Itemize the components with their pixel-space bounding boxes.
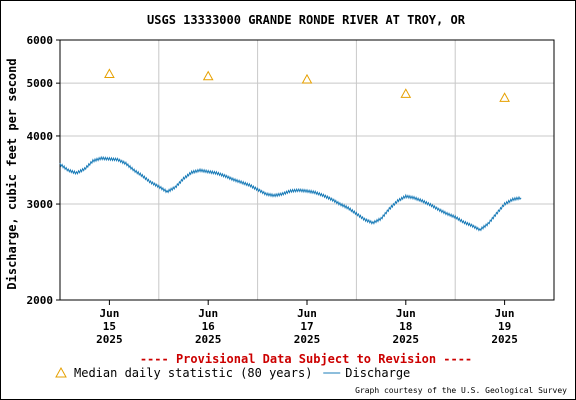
median-point: [499, 92, 510, 102]
x-tick-label: 19: [498, 320, 511, 333]
series-layer: [59, 68, 522, 232]
discharge-line: [59, 155, 522, 232]
x-tick-label: 2025: [96, 333, 123, 346]
x-tick-label: 2025: [491, 333, 518, 346]
x-tick-label: Jun: [99, 307, 119, 320]
x-tick-label: Jun: [198, 307, 218, 320]
y-axis-label: Discharge, cubic feet per second: [5, 58, 19, 289]
y-tick-label: 4000: [27, 130, 54, 143]
median-point: [202, 70, 214, 81]
median-point: [301, 73, 313, 84]
legend: Median daily statistic (80 years) Dischar…: [55, 366, 410, 380]
legend-label: Median daily statistic (80 years): [74, 366, 312, 380]
x-tick-label: 2025: [294, 333, 321, 346]
credit-text: Graph courtesy of the U.S. Geological Su…: [355, 386, 567, 395]
x-tick-label: Jun: [297, 307, 317, 320]
x-tick-label: 17: [300, 320, 313, 333]
provisional-notice: ---- Provisional Data Subject to Revisio…: [140, 352, 472, 366]
x-tick-label: 15: [103, 320, 116, 333]
x-tick-label: 2025: [393, 333, 420, 346]
y-tick-label: 5000: [27, 77, 54, 90]
x-tick-label: 16: [202, 320, 216, 333]
legend-median-marker: [55, 366, 67, 378]
x-tick-label: 18: [399, 320, 412, 333]
median-point: [104, 68, 115, 78]
x-tick-label: Jun: [495, 307, 515, 320]
chart-title: USGS 13333000 GRANDE RONDE RIVER AT TROY…: [147, 13, 466, 27]
median-point: [400, 88, 412, 98]
y-tick-label: 3000: [27, 198, 54, 211]
y-axis-ticks: 2000 3000 4000 5000 6000: [27, 34, 60, 307]
x-tick-label: 2025: [195, 333, 222, 346]
y-tick-label: 2000: [27, 294, 54, 307]
y-tick-label: 6000: [27, 34, 54, 47]
x-axis-ticks: Jun152025Jun162025Jun172025Jun182025Jun1…: [96, 300, 518, 346]
legend-label: Discharge: [345, 366, 410, 380]
x-tick-label: Jun: [396, 307, 416, 320]
